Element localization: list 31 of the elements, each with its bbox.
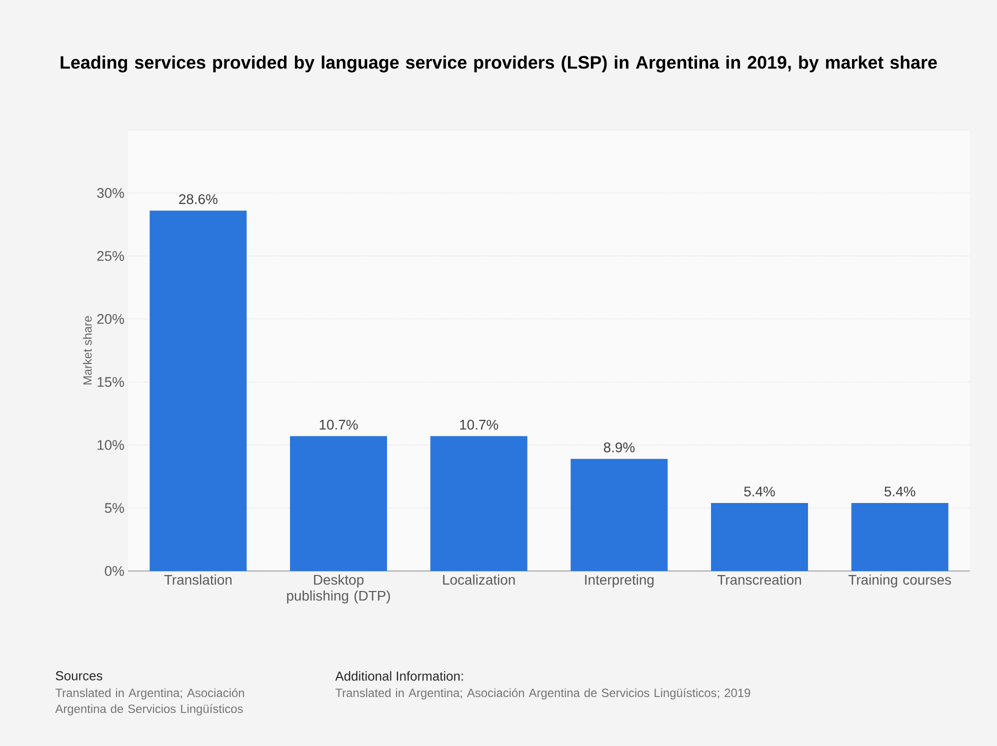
y-tick-label: 0% bbox=[104, 566, 124, 576]
x-tick-label: Transcreation bbox=[717, 574, 801, 585]
text: Sources bbox=[56, 671, 102, 680]
text: Additional Information: bbox=[335, 671, 463, 681]
data-label: 10.7% bbox=[460, 420, 498, 430]
x-tick-label: Training courses bbox=[848, 574, 951, 588]
y-tick-label: 10% bbox=[98, 440, 124, 450]
y-tick-label: 30% bbox=[97, 188, 124, 198]
x-tick-label: Interpreting bbox=[585, 574, 654, 588]
bar bbox=[150, 210, 247, 571]
data-label: 28.6% bbox=[179, 194, 218, 204]
data-label: 10.7% bbox=[320, 420, 358, 430]
y-tick-label: 20% bbox=[97, 314, 124, 324]
chart-title: Leading services provided by language service providers (LSP) in Argentina in 2019, by market share bbox=[60, 56, 937, 72]
x-tick-label: Localization bbox=[443, 574, 515, 585]
data-label: 8.9% bbox=[604, 442, 635, 452]
y-axis-title: Market share bbox=[82, 316, 92, 384]
text: Translated in Argentina; Asociación Argentina de Servicios Lingüísticos bbox=[55, 688, 244, 716]
bar bbox=[711, 502, 808, 571]
y-tick-label: 25% bbox=[97, 251, 124, 261]
y-tick-label: 5% bbox=[104, 503, 124, 513]
y-tick-label: 15% bbox=[98, 377, 124, 387]
bar bbox=[570, 458, 668, 571]
bar bbox=[851, 502, 948, 571]
x-tick-label: Translation bbox=[164, 574, 232, 585]
bar bbox=[290, 436, 388, 571]
text: Translated in Argentina; Asociación Argentina de Servicios Lingüísticos; 2019 bbox=[335, 688, 750, 700]
bar bbox=[430, 436, 528, 571]
data-label: 5.4% bbox=[884, 486, 916, 496]
data-label: 5.4% bbox=[744, 486, 775, 496]
x-tick-label: Desktop publishing (DTP) bbox=[287, 574, 390, 604]
